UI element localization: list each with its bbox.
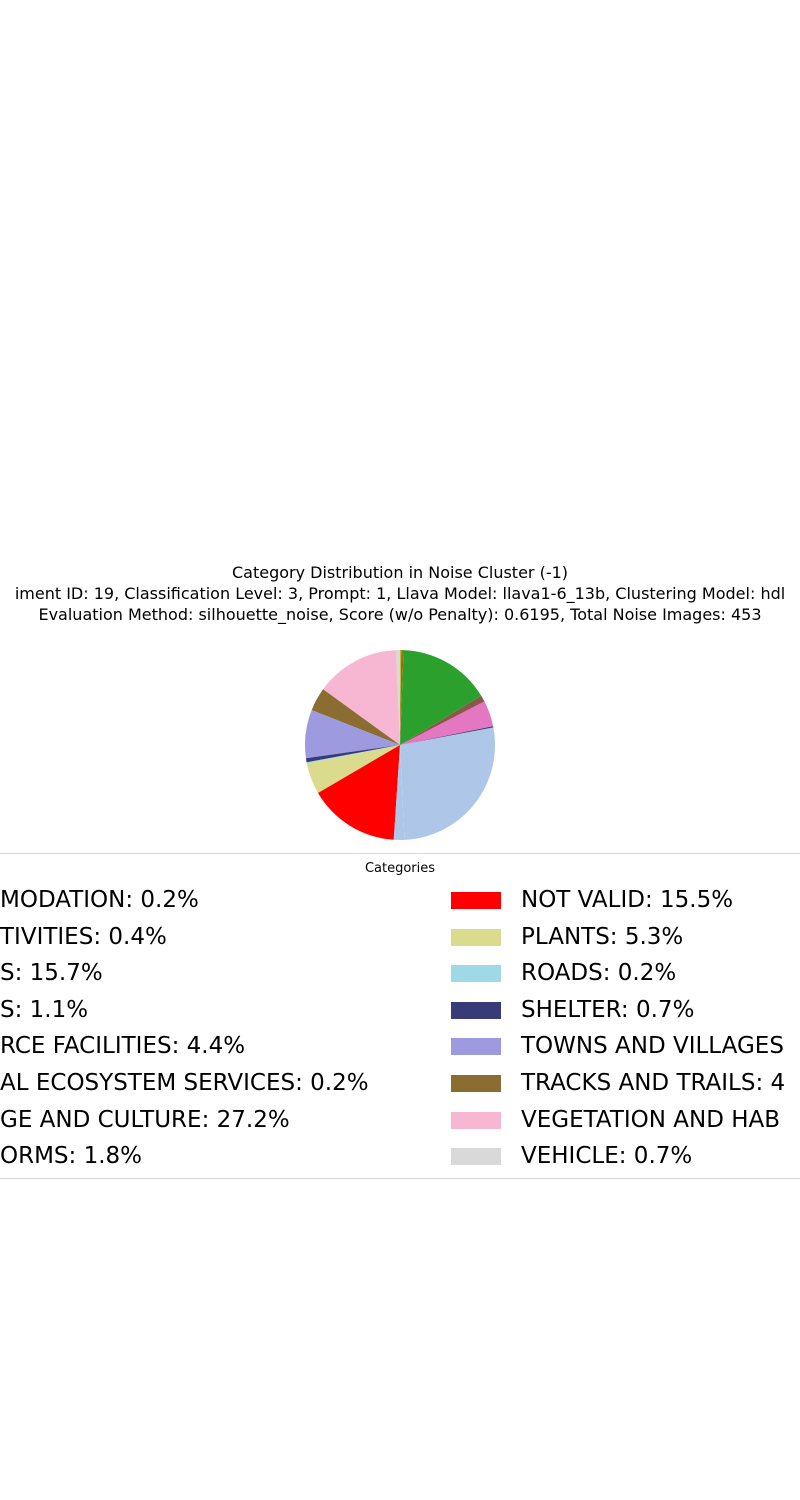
legend-label: S: 15.7% [0,960,103,987]
pie-slice-plants [306,745,400,794]
legend-swatch [451,1148,501,1166]
legend-label: NOT VALID: 15.5% [521,887,734,913]
legend-label: S: 1.1% [0,996,89,1023]
legend-label: TRACKS AND TRAILS: 4 [521,1070,786,1096]
legend-swatch [451,1111,501,1129]
legend-swatch [451,1038,501,1056]
legend-box [0,853,800,1179]
legend-swatch [451,965,501,983]
pie-slice-shelter [305,745,400,763]
legend-label: SHELTER: 0.7% [521,996,695,1023]
pie-slice-towns-and-villages [305,710,400,759]
legend-label: TOWNS AND VILLAGES [521,1033,784,1060]
legend-label: AL ECOSYSTEM SERVICES: 0.2% [0,1070,369,1096]
pie-slice-vegetation-and-habitats [323,650,400,745]
legend-label: PLANTS: 5.3% [521,923,684,950]
pie-slice-accommodation [400,650,402,745]
legend-title: Categories [364,861,436,876]
pie-slice-resource-facilities [400,701,494,745]
legend-label: ORMS: 1.8% [0,1143,143,1170]
pie-slice-heritage-and-culture [400,727,495,840]
legend-label: RCE FACILITIES: 4.4% [0,1033,246,1060]
legend-label: GE AND CULTURE: 27.2% [0,1106,290,1133]
pie-slice-cultural-ecosystem-services [400,726,494,745]
pie-chart [305,650,495,840]
legend-label: TIVITIES: 0.4% [0,923,167,950]
pie-slice-not-valid [318,745,400,840]
pie-slice-buildings [400,695,485,745]
pie-slice-vehicle [395,650,400,745]
chart-title: Category Distribution in Noise Cluster (… [0,562,800,625]
legend-label: ROADS: 0.2% [521,960,677,987]
chart-title-line-1: Category Distribution in Noise Cluster (… [231,563,569,582]
pie-slice-activities [400,650,404,745]
legend-swatch [451,928,501,946]
legend-swatch [451,1001,501,1019]
chart-title-line-2: iment ID: 19, Classification Level: 3, P… [14,584,786,603]
legend-label: VEGETATION AND HAB [521,1106,781,1133]
pie-slice-roads [306,745,400,764]
pie-slice-landforms [393,745,405,840]
legend-label: MODATION: 0.2% [0,887,199,913]
legend-label: VEHICLE: 0.7% [521,1143,693,1170]
pie-slice-animals [400,650,482,745]
legend-swatch [451,1075,501,1092]
chart-title-line-3: Evaluation Method: silhouette_noise, Sco… [38,605,762,624]
legend-swatch [451,892,501,909]
pie-slice-tracks-and-trails [311,689,400,745]
